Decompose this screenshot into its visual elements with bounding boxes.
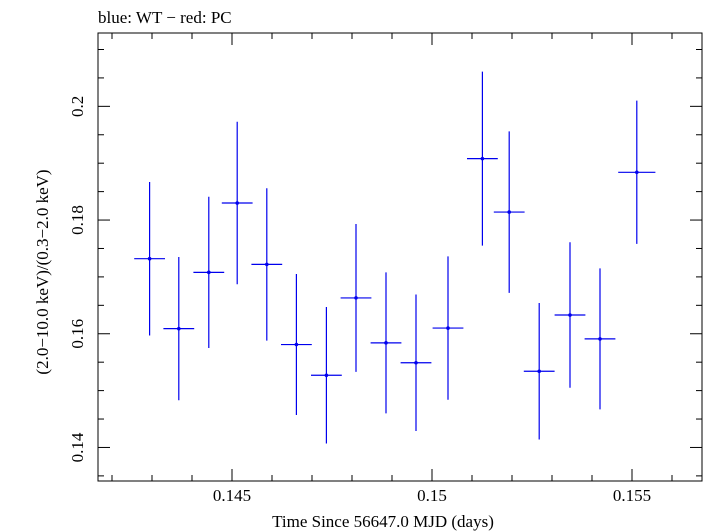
- data-point: [432, 256, 464, 400]
- chart-title: blue: WT − red: PC: [98, 8, 232, 27]
- y-tick-label: 0.16: [68, 319, 87, 349]
- data-point: [281, 274, 312, 416]
- data-marker: [446, 326, 450, 330]
- plot-frame: [97, 32, 703, 482]
- y-tick-label: 0.14: [68, 432, 87, 462]
- data-point: [400, 294, 432, 431]
- data-marker: [235, 201, 239, 205]
- data-marker: [507, 210, 512, 214]
- data-marker: [598, 337, 602, 341]
- data-point: [193, 196, 225, 348]
- data-point: [467, 71, 498, 246]
- data-marker: [177, 326, 181, 331]
- y-axis-tick-labels: 0.14 0.16 0.18 0.2: [68, 96, 87, 463]
- x-axis-ticks: [111, 33, 673, 481]
- y-tick-label: 0.2: [68, 96, 87, 117]
- x-tick-label: 0.15: [417, 486, 447, 505]
- data-point: [251, 188, 283, 341]
- y-tick-label: 0.18: [68, 205, 87, 235]
- data-marker: [384, 341, 388, 345]
- y-axis-label: (2.0−10.0 keV)/(0.3−2.0 keV): [33, 169, 52, 374]
- data-marker: [324, 373, 329, 378]
- data-point: [493, 131, 525, 293]
- data-marker: [207, 270, 211, 275]
- series-blue: [134, 71, 656, 444]
- data-point: [523, 303, 555, 440]
- x-tick-label: 0.155: [613, 486, 651, 505]
- data-marker: [294, 342, 299, 347]
- data-point: [221, 121, 253, 285]
- data-marker: [568, 313, 572, 317]
- data-point: [163, 257, 195, 401]
- data-point: [370, 272, 402, 414]
- data-point: [340, 224, 372, 372]
- data-point: [554, 242, 586, 388]
- data-marker: [147, 256, 152, 261]
- x-axis-label: Time Since 56647.0 MJD (days): [272, 512, 494, 531]
- data-point: [618, 100, 656, 244]
- data-point: [584, 268, 616, 410]
- data-marker: [354, 296, 358, 300]
- data-point: [311, 307, 342, 444]
- data-marker: [265, 262, 269, 267]
- data-marker: [414, 360, 418, 365]
- y-axis-ticks: [98, 48, 702, 477]
- data-marker: [635, 170, 639, 175]
- data-marker: [537, 369, 541, 374]
- x-axis-tick-labels: 0.145 0.15 0.155: [213, 486, 651, 505]
- x-tick-label: 0.145: [213, 486, 251, 505]
- data-point: [134, 181, 165, 336]
- data-marker: [480, 156, 485, 161]
